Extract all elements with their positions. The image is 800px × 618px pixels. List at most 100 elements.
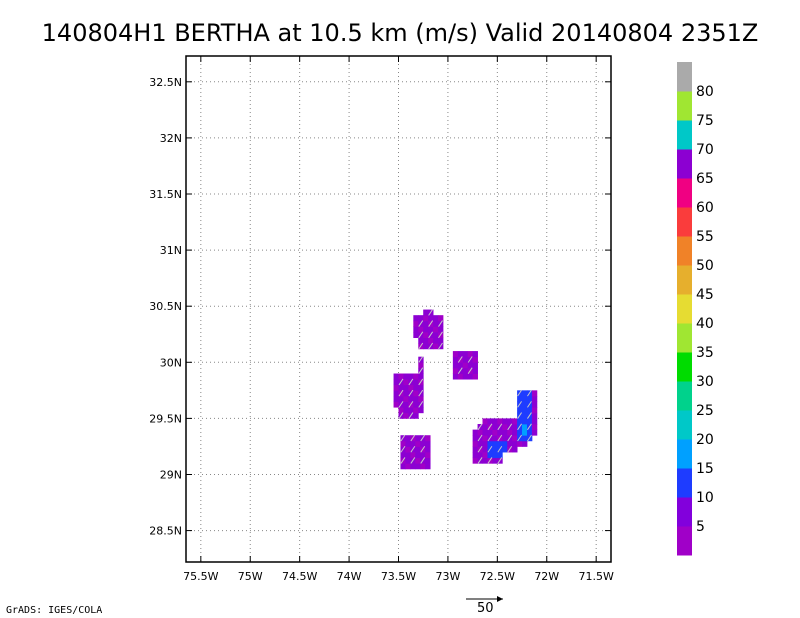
wind-cell	[423, 320, 429, 327]
wind-cell	[522, 412, 528, 419]
wind-cell	[418, 395, 424, 402]
wind-cell	[512, 435, 518, 442]
wind-cell	[482, 418, 488, 425]
colorbar-label: 30	[696, 374, 714, 390]
wind-cell	[398, 407, 404, 414]
y-tick-label: 32N	[160, 132, 182, 145]
wind-cell	[413, 326, 419, 333]
colorbar-swatch	[677, 178, 692, 208]
wind-vector	[477, 423, 483, 431]
wind-vector	[418, 389, 424, 397]
wind-cell	[413, 320, 419, 327]
wind-cell	[408, 395, 414, 402]
y-tick-label: 32.5N	[149, 76, 182, 89]
wind-vector	[438, 342, 443, 350]
wind-cell	[472, 373, 478, 380]
wind-vector	[517, 412, 522, 419]
colorbar-swatch	[677, 526, 692, 556]
wind-cell	[492, 446, 498, 453]
colorbar-swatch	[677, 381, 692, 411]
wind-cell	[487, 452, 493, 459]
wind-cell	[428, 326, 434, 333]
wind-cell	[438, 326, 444, 333]
wind-cell	[452, 373, 459, 380]
colorbar-swatch	[677, 410, 692, 440]
colorbar-swatch	[677, 236, 692, 266]
wind-cell	[531, 429, 538, 436]
wind-cell	[502, 429, 508, 436]
wind-vector	[507, 434, 513, 442]
wind-cell	[462, 356, 469, 363]
wind-cell	[452, 356, 459, 363]
wind-cell	[425, 440, 431, 447]
wind-cell	[413, 384, 419, 391]
colorbar-swatch	[677, 62, 692, 92]
colorbar-swatch	[677, 468, 692, 498]
wind-cell	[393, 373, 399, 380]
wind-cell	[526, 407, 533, 414]
wind-cell	[517, 418, 523, 425]
wind-cell	[452, 367, 459, 374]
wind-vector	[398, 412, 404, 419]
wind-vector	[420, 445, 426, 453]
y-tick-label: 31.5N	[149, 188, 182, 201]
wind-cell	[482, 435, 488, 442]
wind-cell	[452, 362, 459, 369]
wind-cell	[517, 407, 523, 414]
wind-cell	[403, 373, 409, 380]
colorbar-swatch	[677, 91, 692, 121]
wind-cell	[502, 440, 508, 447]
colorbar-swatch	[677, 497, 692, 527]
y-axis-ticks: 28.5N 29N 29.5N 30N 30.5N 31N 31.5N 32N 32.5N	[149, 76, 611, 538]
colorbar-label: 10	[696, 490, 714, 506]
wind-cell	[517, 395, 523, 402]
wind-cell	[415, 435, 421, 442]
wind-cell	[457, 351, 464, 358]
wind-vector	[507, 445, 513, 453]
wind-cell	[472, 440, 478, 447]
wind-cell	[413, 315, 419, 322]
wind-cell	[472, 435, 478, 442]
wind-vector	[428, 342, 434, 350]
colorbar-label: 65	[696, 171, 714, 187]
wind-vector	[398, 389, 404, 397]
colorbar-label: 15	[696, 461, 714, 477]
wind-cell	[526, 429, 533, 436]
wind-cell	[492, 452, 498, 459]
colorbar-label: 70	[696, 142, 714, 158]
wind-vector	[487, 434, 493, 442]
wind-cell	[433, 332, 439, 339]
wind-vector	[517, 434, 522, 442]
colorbar-label: 25	[696, 403, 714, 419]
wind-vector	[527, 423, 532, 431]
wind-cell	[457, 373, 464, 380]
wind-vector	[400, 445, 406, 453]
wind-cell	[415, 457, 421, 464]
x-tick-label: 75.5W	[183, 570, 218, 583]
wind-cell	[433, 337, 439, 344]
colorbar-swatch	[677, 207, 692, 237]
colorbar-labels: 5 10 15 20 25 30 35 40 45 50 55 60 65 70 75 80	[696, 84, 714, 535]
x-tick-label: 72.5W	[480, 570, 515, 583]
wind-cell	[472, 446, 478, 453]
wind-cell	[418, 384, 424, 391]
x-tick-label: 71.5W	[578, 570, 613, 583]
wind-vector	[527, 412, 532, 419]
wind-cell	[477, 429, 483, 436]
wind-vector	[398, 378, 404, 386]
wind-cell	[393, 395, 399, 402]
wind-cell	[393, 384, 399, 391]
wind-cell	[405, 440, 411, 447]
wind-vector	[408, 401, 414, 408]
wind-vector	[497, 445, 503, 453]
colorbar-label: 75	[696, 113, 714, 129]
wind-cell	[487, 429, 493, 436]
wind-cell	[522, 429, 528, 436]
wind-cell	[492, 418, 498, 425]
wind-cell	[423, 337, 429, 344]
wind-cell	[487, 440, 493, 447]
wind-cell	[433, 343, 439, 350]
wind-cell	[418, 326, 424, 333]
wind-cell	[497, 452, 503, 459]
